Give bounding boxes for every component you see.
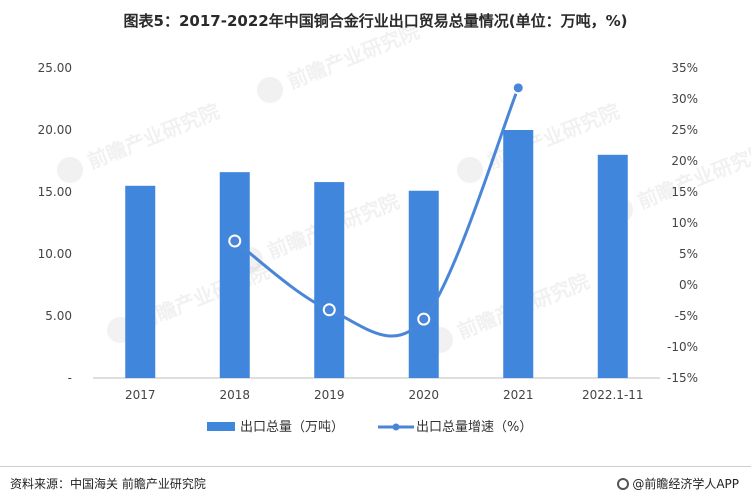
left-axis-ticks: 25.00 20.00 15.00 10.00 5.00 - xyxy=(38,61,72,385)
growth-line xyxy=(233,87,520,338)
x-axis-ticks: 2017 2018 2019 2020 2021 2022.1-11 xyxy=(125,388,644,402)
y-right-tick-label: 35% xyxy=(671,61,698,75)
y-right-tick-label: 15% xyxy=(671,185,698,199)
y-right-tick-label: 25% xyxy=(671,123,698,137)
watermark-logo-icon xyxy=(57,157,83,183)
watermark-logo-icon xyxy=(457,157,483,183)
legend-bar-swatch xyxy=(207,422,235,431)
x-tick-label: 2021 xyxy=(503,388,534,402)
watermark-logo-icon xyxy=(257,77,283,103)
y-left-tick-label: - xyxy=(68,371,72,385)
brand-credit-label: @前瞻经济学人APP xyxy=(632,477,739,491)
legend-line-marker xyxy=(392,423,400,431)
bar-2021 xyxy=(503,130,534,378)
y-right-tick-label: 10% xyxy=(671,216,698,230)
y-right-tick-label: 20% xyxy=(671,154,698,168)
legend-line-label: 出口总量增速（%） xyxy=(416,420,532,435)
watermark-layer: 前瞻产业研究院前瞻产业研究院前瞻产业研究院前瞻产业研究院前瞻产业研究院前瞻产业研… xyxy=(57,19,751,353)
x-tick-label: 2020 xyxy=(408,388,439,402)
source-note: 资料来源：中国海关 前瞻产业研究院 xyxy=(10,477,206,491)
y-right-tick-label: -10% xyxy=(667,340,698,354)
x-tick-label: 2017 xyxy=(125,388,156,402)
growth-point-2019 xyxy=(322,303,336,317)
bar-2017 xyxy=(125,185,156,378)
watermark: 前瞻产业研究院 xyxy=(57,99,223,183)
bar-2018 xyxy=(219,172,250,378)
y-left-tick-label: 5.00 xyxy=(45,309,72,323)
right-axis-ticks: 35% 30% 25% 20% 15% 10% 5% 0% -5% -10% -15% xyxy=(667,61,698,385)
legend-bar-label: 出口总量（万吨） xyxy=(240,420,344,435)
y-right-tick-label: -15% xyxy=(667,371,698,385)
y-right-tick-label: 5% xyxy=(679,247,698,261)
y-right-tick-label: -5% xyxy=(675,309,698,323)
growth-point-2018 xyxy=(228,234,242,248)
watermark-text: 前瞻产业研究院 xyxy=(84,99,223,174)
bar-2019 xyxy=(314,182,345,378)
brand-logo-icon xyxy=(617,478,630,490)
watermark-text: 前瞻产业研究院 xyxy=(284,19,423,94)
brand-credit: @前瞻经济学人APP xyxy=(617,475,739,492)
watermark: 前瞻产业研究院 xyxy=(257,19,423,103)
bar-2020 xyxy=(408,190,439,378)
bars-group xyxy=(125,130,628,378)
y-left-tick-label: 10.00 xyxy=(38,247,72,261)
y-right-tick-label: 0% xyxy=(679,278,698,292)
watermark: 前瞻产业研究院 xyxy=(457,99,623,183)
y-left-tick-label: 20.00 xyxy=(38,123,72,137)
x-tick-label: 2022.1-11 xyxy=(582,388,644,402)
y-left-tick-label: 25.00 xyxy=(38,61,72,75)
x-tick-label: 2019 xyxy=(314,388,345,402)
growth-point-2021 xyxy=(511,81,525,95)
bar-2022.1-11 xyxy=(597,154,628,378)
growth-point-2020 xyxy=(417,312,431,326)
legend: 出口总量（万吨） 出口总量增速（%） xyxy=(207,420,532,435)
y-left-tick-label: 15.00 xyxy=(38,185,72,199)
chart-title: 图表5：2017-2022年中国铜合金行业出口贸易总量情况(单位：万吨，%) xyxy=(123,12,628,30)
watermark-text: 前瞻产业研究院 xyxy=(634,139,751,214)
footer-divider xyxy=(0,466,751,467)
growth-line-group xyxy=(228,81,525,338)
y-right-tick-label: 30% xyxy=(671,92,698,106)
x-tick-label: 2018 xyxy=(219,388,250,402)
